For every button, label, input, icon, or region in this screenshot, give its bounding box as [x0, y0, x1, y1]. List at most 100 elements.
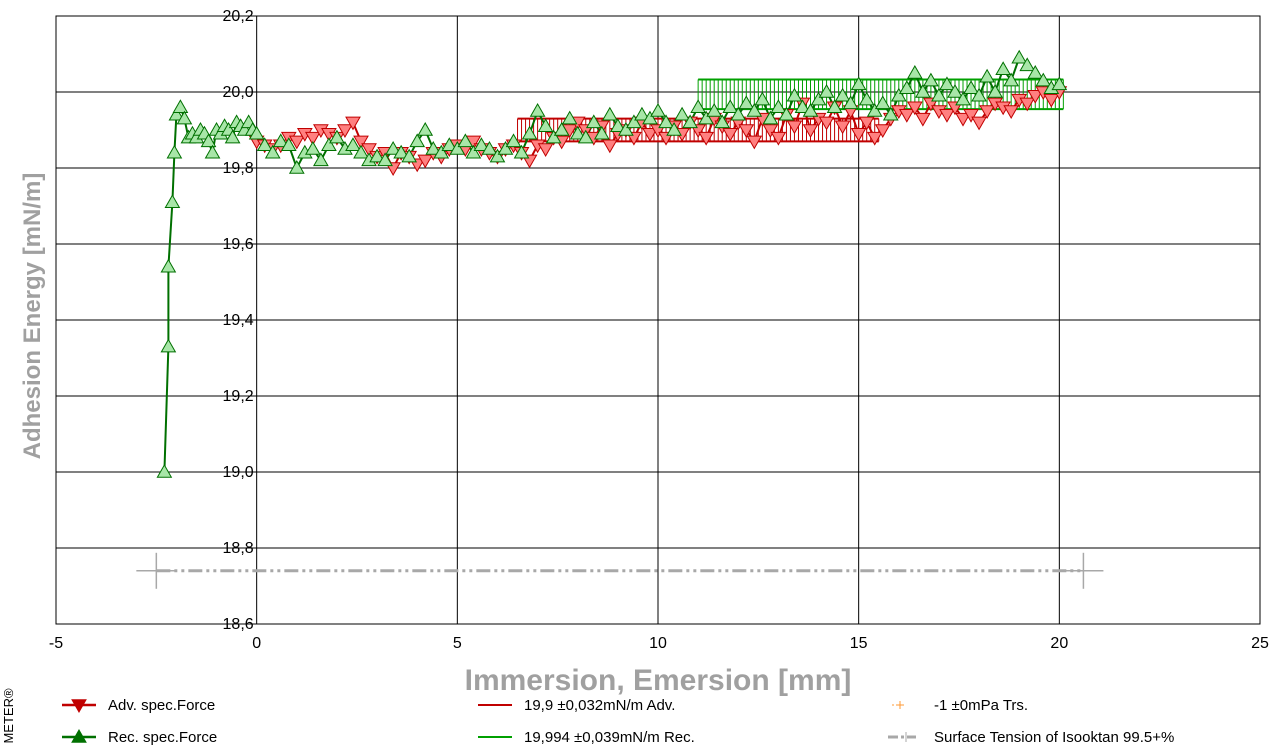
adv-point [722, 128, 739, 142]
adv-point [345, 116, 361, 131]
rec-point [642, 110, 658, 125]
adv-point [786, 120, 803, 135]
rec-point [874, 95, 891, 110]
reference-line [136, 552, 1104, 589]
adv-point [858, 116, 875, 131]
rec-point [505, 133, 522, 148]
rec-point [529, 102, 546, 117]
rec-point [585, 114, 602, 129]
adv-point [738, 124, 755, 139]
tick-labels: -5 0 5 10 15 20 25 18,6 18,8 19,0 19,2 19,4 19,6 19,8… [49, 8, 1269, 652]
adv-point [979, 105, 995, 120]
y-tick-label: 19,8 [223, 160, 254, 177]
rec-point [385, 140, 401, 155]
rec-point [866, 102, 883, 117]
rec-point [971, 87, 987, 102]
rec-point [858, 91, 875, 106]
rec-point [826, 99, 843, 113]
rec-point [313, 152, 329, 167]
y-tick-label: 19,2 [223, 388, 254, 405]
rec-point [786, 87, 803, 102]
rec-point [168, 106, 185, 121]
x-tick-label: 5 [453, 635, 462, 652]
rec-point [264, 144, 281, 159]
adv-point [353, 135, 369, 150]
rec-point [818, 83, 835, 98]
legend-label: 19,9 ±0,032mN/m Adv. [524, 697, 675, 714]
rec-point [164, 194, 181, 208]
adv-point [762, 124, 779, 139]
rec-point [465, 144, 482, 159]
adv-point [337, 124, 353, 139]
rec-point [979, 68, 995, 83]
rec-point [224, 129, 241, 144]
rec-point [682, 114, 698, 129]
legend-item: -1 ±0mPa Trs. [892, 697, 1028, 714]
adv-point [1027, 90, 1044, 104]
rec-point [561, 110, 578, 125]
rec-point [890, 87, 907, 102]
adv-point [874, 124, 891, 139]
rec-point [882, 106, 899, 121]
adv-point [915, 112, 931, 127]
rec-point [353, 144, 369, 159]
rec-point [156, 463, 173, 478]
rec-point [698, 110, 715, 125]
legend-label: -1 ±0mPa Trs. [934, 697, 1028, 714]
adv-point [971, 116, 987, 131]
rec-point [441, 137, 458, 151]
y-axis-title: Adhesion Energy [mN/m] [19, 173, 46, 460]
rec-point [923, 72, 939, 87]
rec-point [280, 137, 297, 151]
rec-point [497, 140, 514, 155]
rec-point [593, 125, 610, 140]
rec-point [963, 80, 979, 94]
rec-point [915, 83, 931, 98]
rec-point [754, 91, 771, 106]
side-label: METER® [1, 688, 16, 744]
rec-point [369, 148, 385, 163]
rec-point [1011, 49, 1028, 64]
rec-point [601, 106, 618, 121]
rec-point [658, 114, 674, 129]
rec-point [377, 152, 393, 167]
rec-point [650, 102, 666, 117]
rec-point [172, 99, 189, 113]
rec-point [521, 125, 538, 140]
rec-point [425, 140, 442, 155]
rec-point [449, 140, 466, 155]
legend-label: Rec. spec.Force [108, 729, 217, 746]
rec-point [987, 83, 1003, 98]
adv-point [850, 128, 867, 142]
rec-point [160, 258, 177, 273]
adv-point [770, 131, 787, 146]
rec-point [204, 144, 221, 159]
adv-point [1003, 105, 1020, 120]
legend-item: Adv. spec.Force [62, 697, 215, 714]
adv-point [361, 143, 377, 158]
series-markers [156, 49, 1068, 478]
y-tick-label: 19,4 [223, 312, 254, 329]
rec-point [176, 110, 193, 125]
rec-point [746, 102, 763, 117]
rec-point [513, 144, 530, 159]
rec-point [166, 144, 183, 159]
rec-point [947, 83, 963, 98]
adv-point [963, 109, 979, 123]
rec-point [345, 137, 361, 151]
rec-point [714, 114, 731, 129]
rec-point [770, 99, 787, 113]
rec-point [160, 338, 177, 353]
legend-item: 19,994 ±0,039mN/m Rec. [478, 729, 695, 746]
legend-marker [71, 728, 87, 743]
legend-label: Surface Tension of Isooktan 99.5+% [934, 729, 1174, 746]
grid [56, 16, 1260, 624]
legend-item: 19,9 ±0,032mN/m Adv. [478, 697, 675, 714]
rec-point [939, 76, 955, 91]
rec-point [1003, 72, 1020, 87]
adv-point [288, 135, 305, 150]
rec-point [666, 121, 682, 136]
adv-point [866, 131, 883, 146]
rec-point [537, 118, 554, 132]
